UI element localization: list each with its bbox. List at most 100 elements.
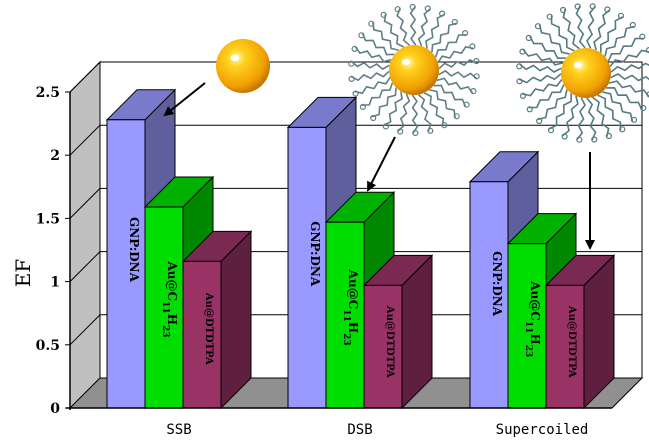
ligand (438, 69, 478, 80)
y-tick-label: 0 (50, 401, 60, 417)
ligand-head (525, 34, 532, 42)
ligand-head (453, 113, 460, 120)
ligand (437, 45, 474, 64)
ligand (434, 34, 467, 58)
bar-side (220, 230, 252, 410)
y-tick-label: 2.5 (36, 85, 60, 101)
ligand (411, 94, 419, 134)
ligand (575, 5, 586, 49)
ligand (607, 37, 644, 62)
ligand-head (547, 127, 555, 134)
ligand (354, 76, 391, 95)
ligand-head (427, 127, 434, 134)
bar-front (363, 284, 403, 409)
bar-front (545, 284, 585, 409)
ligand (438, 58, 478, 70)
ligand-head (589, 3, 596, 10)
gold-sphere (389, 45, 439, 95)
ligand (397, 93, 411, 132)
bar-front (182, 260, 222, 409)
ligand (519, 63, 562, 73)
ligand (537, 89, 568, 121)
sphere-highlight (574, 62, 582, 68)
ligand-head (462, 29, 469, 37)
ligand (409, 6, 417, 46)
sphere-highlight (402, 59, 410, 65)
category-label: Supercoiled (496, 422, 589, 438)
bar-label: GNP:DNA (308, 221, 322, 287)
ligand-head (519, 48, 526, 55)
gridline (69, 251, 642, 282)
ligand (529, 35, 566, 60)
gridline (69, 61, 642, 93)
ligand-head (617, 12, 625, 19)
ligand-head (536, 117, 543, 125)
bar: Au@DTDTPA (181, 230, 253, 410)
ligand-head (463, 101, 470, 108)
ligand (423, 92, 445, 127)
ligand (597, 94, 622, 131)
ligand-head (451, 18, 458, 26)
y-tick-label: 1 (50, 275, 60, 291)
bars: GNP:DNA Au@C11H23 Au@DTDTPA GNP:DNA Au@C11H2… (105, 88, 616, 410)
ligand (522, 49, 564, 66)
ligand (608, 80, 649, 97)
ligand-head (639, 33, 646, 40)
ligand-head (630, 116, 638, 123)
ligand-head (394, 6, 401, 13)
ligand-head (516, 78, 523, 85)
ligand-head (591, 136, 598, 143)
ligand-head (546, 13, 553, 20)
sphere-highlight (230, 54, 240, 62)
gold-sphere (561, 48, 611, 98)
ligand (592, 96, 610, 137)
ligand (599, 16, 624, 53)
bar-label: GNP:DNA (490, 251, 504, 317)
ligand (433, 84, 467, 107)
alkyl-coated-nanoparticle (348, 3, 480, 137)
category-label: SSB (166, 422, 191, 438)
ligand-head (473, 73, 480, 80)
ligand-head (576, 136, 583, 143)
bar-label: Au@C11H23 (523, 280, 542, 357)
ligand (431, 22, 457, 53)
ligand (354, 46, 392, 63)
ligand-head (473, 57, 480, 65)
ligand (522, 79, 563, 97)
ligand (576, 97, 586, 140)
arrow (163, 82, 206, 117)
side-wall (69, 60, 101, 410)
ligand (610, 73, 649, 82)
ligand-head (640, 104, 647, 112)
ligand (361, 33, 395, 56)
ligand (586, 6, 596, 49)
y-tick-label: 0.5 (36, 338, 60, 354)
ligand-head (351, 45, 358, 53)
ligand-head (370, 114, 377, 122)
ligand-head (561, 133, 568, 140)
ligand (417, 8, 431, 47)
bar-front (144, 206, 184, 409)
arrow (367, 136, 396, 192)
ligand-head (352, 90, 359, 97)
ligand-head (516, 63, 523, 70)
gold-sphere (216, 39, 270, 93)
ligand (383, 91, 403, 127)
ligand-head (559, 6, 567, 14)
bar: Au@DTDTPA (544, 254, 616, 410)
ligand (528, 84, 565, 109)
bare-nanoparticle (216, 39, 270, 93)
ligand-head (646, 91, 649, 98)
ligand-head (382, 123, 389, 130)
ligand (606, 86, 643, 111)
ligand (396, 8, 411, 46)
bar-label: Au@DTDTPA (384, 305, 395, 378)
ligand (610, 62, 649, 73)
ligand (562, 95, 579, 137)
y-axis-label: EF (11, 259, 35, 288)
category-label: DSB (347, 422, 372, 438)
bar: Au@DTDTPA (362, 254, 434, 410)
bar-label: Au@DTDTPA (203, 292, 214, 365)
ligand-head (359, 103, 366, 111)
